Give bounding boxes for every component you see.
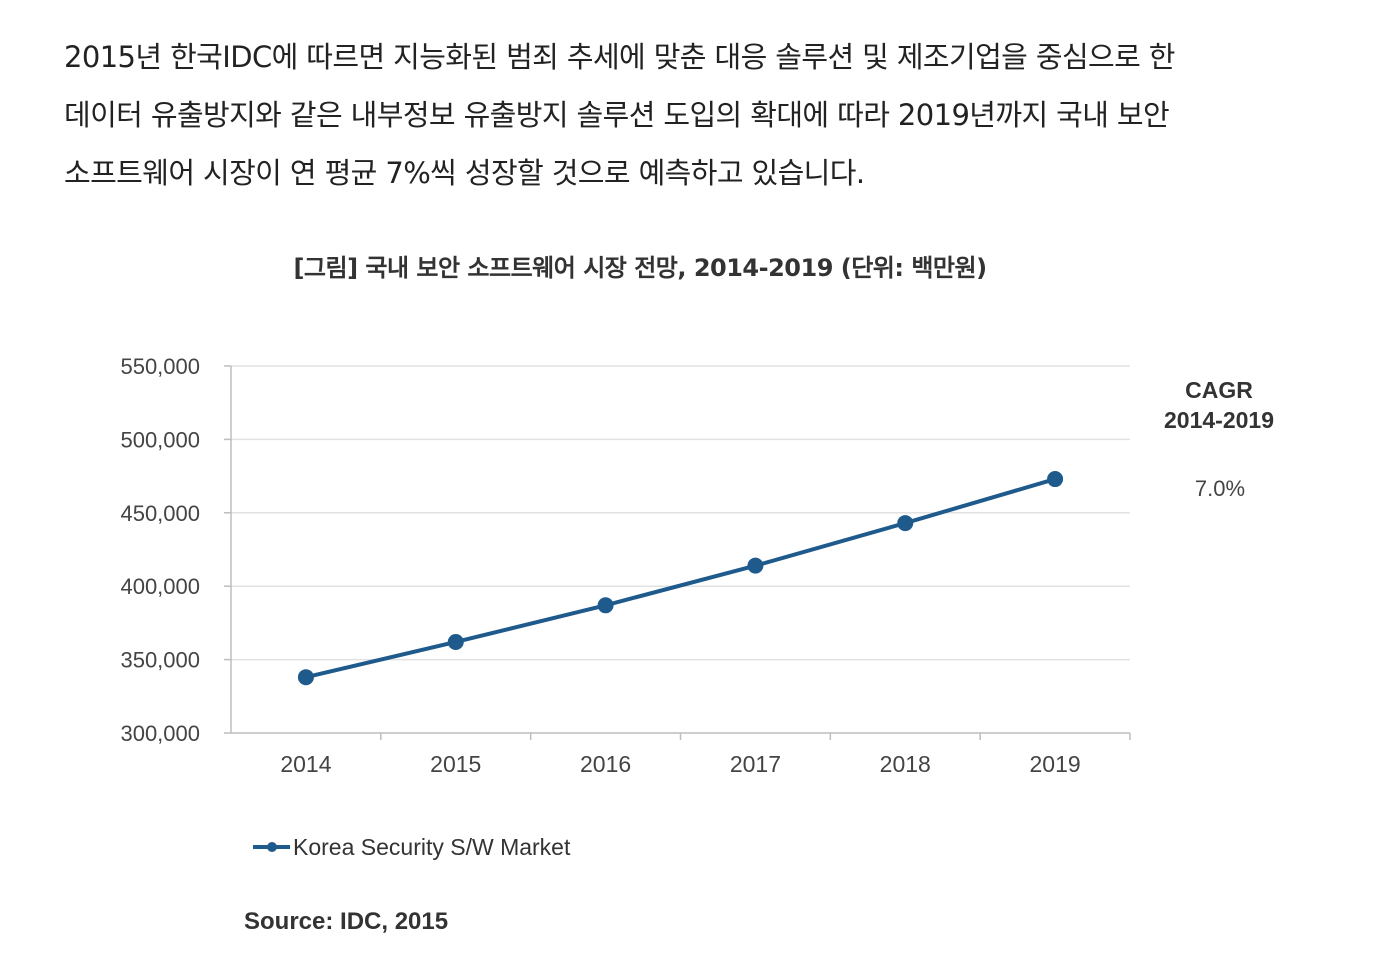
y-tick-label: 300,000 (120, 721, 200, 746)
x-tick-label: 2014 (280, 751, 331, 777)
series-line (305, 477, 1056, 680)
data-point (1047, 471, 1064, 488)
legend-marker (267, 842, 277, 852)
x-tick-label: 2018 (880, 751, 931, 777)
x-tick-label: 2017 (730, 751, 781, 777)
data-point (447, 633, 464, 650)
legend: Korea Security S/W Market (253, 834, 571, 860)
y-tick-label: 550,000 (120, 354, 200, 379)
grid-layer (231, 365, 1130, 661)
cagr-title: CAGR (1185, 377, 1253, 403)
article-line-1: 2015년 한국IDC에 따르면 지능화된 범죄 추세에 맞춘 대응 솔루션 및… (64, 40, 1175, 74)
y-tick-label: 350,000 (120, 648, 200, 673)
data-point (747, 557, 764, 574)
chart-title: [그림] 국내 보안 소프트웨어 시장 전망, 2014-2019 (단위: 백… (293, 254, 987, 282)
x-tick-label: 2016 (580, 751, 631, 777)
y-tick-label: 400,000 (120, 574, 200, 599)
legend-label: Korea Security S/W Market (293, 834, 571, 860)
series-layer (297, 471, 1064, 686)
cagr-value: 7.0% (1195, 476, 1245, 501)
y-tick-label: 500,000 (120, 427, 200, 452)
source-note: Source: IDC, 2015 (244, 908, 448, 935)
article-text: 2015년 한국IDC에 따르면 지능화된 범죄 추세에 맞춘 대응 솔루션 및… (64, 28, 1304, 202)
data-point (297, 669, 314, 686)
article-line-3: 소프트웨어 시장이 연 평균 7%씩 성장할 것으로 예측하고 있습니다. (64, 156, 865, 190)
data-point (597, 597, 614, 614)
y-tick-label: 450,000 (120, 501, 200, 526)
x-tick-label: 2015 (430, 751, 481, 777)
x-tick-label: 2019 (1029, 751, 1080, 777)
cagr-period: 2014-2019 (1164, 407, 1274, 433)
article-line-2: 데이터 유출방지와 같은 내부정보 유출방지 솔루션 도입의 확대에 따라 20… (64, 98, 1170, 132)
data-point (897, 515, 914, 532)
axis-layer: 300,000 350,000 400,000 450,000 500,000 550,0… (120, 354, 1131, 777)
